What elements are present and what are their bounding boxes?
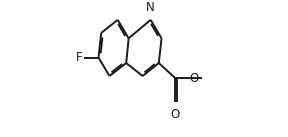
Text: O: O — [170, 108, 180, 121]
Text: N: N — [146, 1, 155, 14]
Text: O: O — [189, 72, 198, 85]
Text: F: F — [75, 51, 82, 64]
